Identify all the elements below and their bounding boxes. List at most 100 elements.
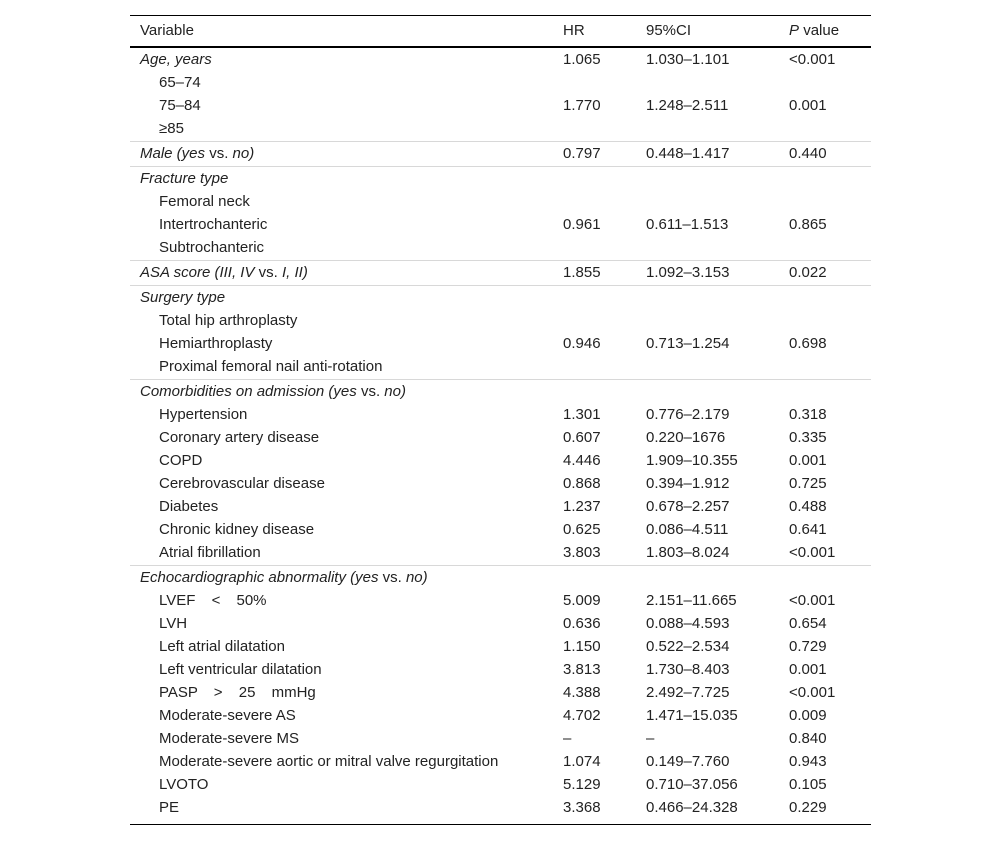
cell-hr: 5.009 (563, 592, 601, 609)
cell-p: <0.001 (789, 684, 836, 701)
item-label: Chronic kidney disease (159, 521, 315, 538)
item-label: Total hip arthroplasty (159, 312, 298, 329)
cell-hr: – (563, 730, 572, 747)
item-label: LVEF < 50% (159, 592, 267, 609)
cell-p: 0.001 (789, 97, 827, 114)
cell-p: 0.105 (789, 776, 827, 793)
cell-ci: 0.466–24.328 (646, 799, 738, 816)
row-separator (130, 565, 871, 566)
row-separator (130, 166, 871, 167)
cell-hr: 1.237 (563, 498, 601, 515)
label-part: Comorbidities on admission (yes (140, 383, 357, 400)
row-separator (130, 141, 871, 142)
row-separator (130, 285, 871, 286)
cell-hr: 3.368 (563, 799, 601, 816)
cell-ci: 0.086–4.511 (646, 521, 729, 538)
cell-p: <0.001 (789, 51, 836, 68)
cell-ci: 1.909–10.355 (646, 452, 738, 469)
group-label: Fracture type (140, 169, 228, 189)
cell-p: 0.840 (789, 730, 827, 747)
label-part: vs. (258, 264, 278, 281)
cell-p: 0.641 (789, 521, 827, 538)
group-label: Male (yes vs. no) (140, 144, 254, 164)
item-label: Left ventricular dilatation (159, 661, 322, 678)
cell-p: 0.318 (789, 406, 827, 423)
item-label: 75–84 (159, 97, 201, 114)
cell-ci: 0.220–1676 (646, 429, 726, 446)
label-part: Male (yes (140, 145, 206, 162)
group-label: Comorbidities on admission (yes vs. no) (140, 382, 406, 402)
cell-hr: 1.150 (563, 638, 601, 655)
cell-ci: 1.730–8.403 (646, 661, 730, 678)
cell-p: <0.001 (789, 592, 836, 609)
item-label: Hemiarthroplasty (159, 335, 273, 352)
cell-hr: 3.813 (563, 661, 601, 678)
cell-ci: 0.776–2.179 (646, 406, 730, 423)
cell-hr: 0.625 (563, 521, 601, 538)
cell-p: 0.440 (789, 145, 827, 162)
item-label: 65–74 (159, 74, 201, 91)
cell-hr: 4.388 (563, 684, 601, 701)
item-label: Atrial fibrillation (159, 544, 261, 561)
item-label: Proximal femoral nail anti-rotation (159, 358, 383, 375)
label-part: Fracture type (140, 170, 229, 187)
bottom-rule (130, 824, 871, 825)
label-part: Age, years (140, 51, 212, 68)
row-separator (130, 379, 871, 380)
item-label: Diabetes (159, 498, 219, 515)
cell-ci: – (646, 730, 655, 747)
item-label: Intertrochanteric (159, 216, 268, 233)
item-label: Left atrial dilatation (159, 638, 285, 655)
label-part: value (803, 22, 840, 39)
cell-hr: 1.074 (563, 753, 601, 770)
cell-ci: 2.151–11.665 (646, 592, 737, 609)
label-part: no) (232, 145, 255, 162)
header-ci: 95%CI (646, 22, 692, 39)
group-label: Surgery type (140, 288, 225, 308)
item-label: LVOTO (159, 776, 209, 793)
item-label: Cerebrovascular disease (159, 475, 325, 492)
cell-p: 0.654 (789, 615, 827, 632)
cell-p: 0.698 (789, 335, 827, 352)
cell-ci: 0.678–2.257 (646, 498, 730, 515)
cell-p: 0.335 (789, 429, 827, 446)
cell-ci: 1.248–2.511 (646, 97, 729, 114)
item-label: Moderate-severe MS (159, 730, 300, 747)
label-part: no) (405, 569, 428, 586)
item-label: Moderate-severe aortic or mitral valve r… (159, 753, 499, 770)
cell-p: 0.943 (789, 753, 827, 770)
cell-ci: 0.088–4.593 (646, 615, 730, 632)
header-hr: HR (563, 22, 585, 39)
cell-p: 0.488 (789, 498, 827, 515)
cell-ci: 1.092–3.153 (646, 264, 730, 281)
cell-hr: 5.129 (563, 776, 601, 793)
cell-ci: 0.448–1.417 (646, 145, 730, 162)
label-part: vs. (382, 569, 402, 586)
label-part: P (789, 22, 800, 39)
header-rule (130, 46, 871, 48)
cell-ci: 0.611–1.513 (646, 216, 729, 233)
cell-ci: 0.710–37.056 (646, 776, 738, 793)
label-part: Surgery type (140, 289, 226, 306)
item-label: PE (159, 799, 180, 816)
cell-ci: 0.394–1.912 (646, 475, 730, 492)
cell-ci: 1.803–8.024 (646, 544, 730, 561)
item-label: LVH (159, 615, 188, 632)
cell-hr: 1.855 (563, 264, 601, 281)
cell-hr: 0.868 (563, 475, 601, 492)
cell-p: 0.001 (789, 661, 827, 678)
cell-p: 0.729 (789, 638, 827, 655)
cell-ci: 0.522–2.534 (646, 638, 730, 655)
item-label: Subtrochanteric (159, 239, 265, 256)
cell-ci: 1.030–1.101 (646, 51, 730, 68)
cell-p: 0.022 (789, 264, 827, 281)
cell-hr: 0.946 (563, 335, 601, 352)
cell-hr: 4.702 (563, 707, 601, 724)
group-label: Echocardiographic abnormality (yes vs. n… (140, 568, 428, 588)
cell-p: 0.865 (789, 216, 827, 233)
header-variable: Variable (140, 22, 194, 39)
cell-hr: 0.607 (563, 429, 601, 446)
label-part: vs. (360, 383, 381, 400)
cell-ci: 0.713–1.254 (646, 335, 730, 352)
